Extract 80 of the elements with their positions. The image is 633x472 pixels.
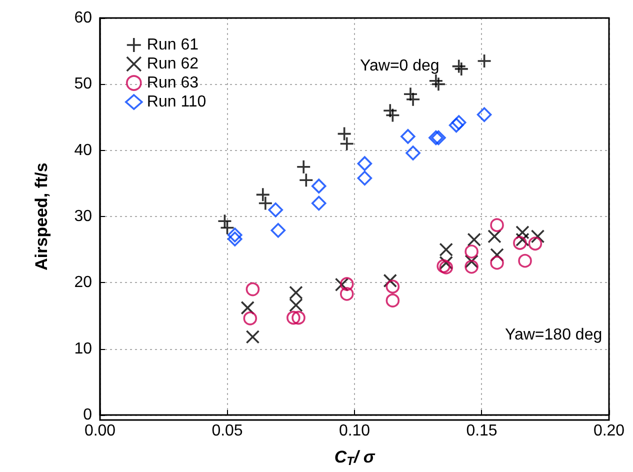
point: [454, 62, 469, 76]
point: [464, 260, 478, 274]
point: [289, 286, 303, 300]
point: [428, 73, 444, 88]
annotation: Yaw=180 deg: [504, 326, 602, 344]
point: [490, 248, 504, 262]
point: [464, 254, 478, 268]
point: [220, 220, 235, 236]
point: [217, 214, 232, 229]
point: [243, 312, 258, 326]
point: [476, 54, 492, 68]
y-tick-label: 60: [74, 10, 92, 26]
point: [386, 294, 400, 308]
point: [336, 126, 352, 142]
y-tick-label: 50: [74, 76, 92, 93]
point: [286, 310, 300, 325]
point: [516, 232, 530, 247]
point: [439, 242, 454, 256]
point: [311, 196, 326, 211]
point: [490, 256, 504, 270]
point: [448, 118, 464, 133]
point: [451, 115, 466, 130]
point: [403, 86, 418, 102]
point: [490, 218, 504, 232]
point: [464, 244, 478, 258]
y-tick-label: 30: [74, 208, 92, 225]
legend-label: Run 63: [146, 74, 199, 92]
point: [385, 108, 400, 123]
x-tick-label: 0.05: [212, 422, 243, 440]
point: [400, 129, 416, 144]
point: [357, 170, 372, 186]
point: [340, 277, 354, 291]
point: [467, 232, 482, 247]
point: [311, 178, 326, 194]
point: [255, 187, 270, 202]
point: [513, 236, 527, 250]
point: [357, 156, 372, 171]
point: [476, 107, 492, 122]
point: [339, 136, 354, 152]
point: [439, 256, 454, 270]
point: [528, 236, 542, 251]
point: [296, 159, 311, 174]
point: [488, 229, 502, 244]
point: [227, 232, 242, 246]
y-tick-label: 10: [74, 340, 92, 358]
point: [439, 260, 454, 274]
point: [289, 298, 303, 312]
legend-label: Run 62: [146, 56, 199, 72]
legend-label: Run 61: [146, 36, 199, 54]
point: [436, 259, 450, 274]
point: [298, 172, 314, 188]
point: [406, 92, 420, 107]
point: [246, 330, 260, 344]
annotation: Yaw=0 deg: [360, 58, 440, 74]
point: [451, 58, 466, 74]
x-tick-label: 0.20: [593, 422, 625, 440]
point: [518, 254, 532, 268]
point: [383, 274, 398, 288]
x-tick-label: 0.10: [338, 422, 370, 440]
x-tick-label: 0.00: [84, 422, 116, 440]
point: [530, 229, 545, 244]
y-axis-title: Airspeed, ft/s: [32, 162, 51, 270]
point: [258, 196, 273, 211]
y-tick-label: 40: [74, 142, 92, 159]
point: [227, 228, 242, 242]
point: [240, 300, 255, 315]
x-tick-label: 0.15: [466, 422, 498, 440]
point: [292, 310, 306, 325]
point: [386, 280, 400, 294]
point: [270, 222, 286, 238]
y-tick-label: 0: [83, 406, 92, 424]
point: [406, 146, 420, 160]
point: [516, 225, 530, 240]
point: [246, 282, 260, 296]
point: [431, 76, 446, 92]
point: [382, 103, 398, 118]
legend-label: Run 110: [146, 94, 206, 110]
y-tick-label: 20: [74, 274, 92, 292]
point: [268, 202, 284, 218]
point: [340, 287, 354, 301]
